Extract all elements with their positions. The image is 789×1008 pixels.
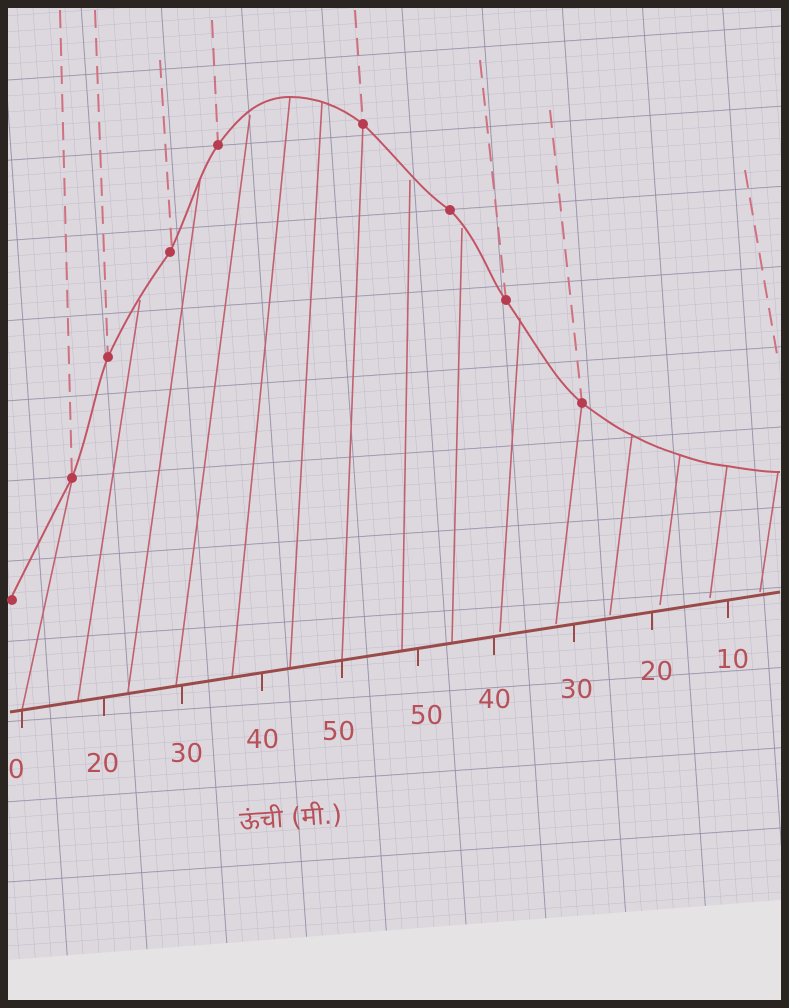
axis-label: 40 (478, 685, 511, 715)
axis-ticks (21, 600, 729, 728)
axis-label: 40 (246, 725, 279, 755)
axis-label: 20 (640, 657, 673, 687)
dashed-verticals (59, 9, 779, 481)
points (7, 119, 587, 605)
axis-label: 50 (322, 717, 355, 747)
axis-label: 20 (86, 749, 119, 779)
axis-label: 50 (410, 701, 443, 731)
hatching (21, 96, 779, 711)
axis-label: 30 (170, 739, 203, 769)
major-grid (8, 8, 781, 1000)
axis-labels: 0 20 30 40 50 50 40 30 20 10 (8, 645, 749, 785)
axis-label: 30 (560, 675, 593, 705)
axis-label: 10 (716, 645, 749, 675)
paper-edge (8, 900, 781, 1000)
axis-label: 0 (8, 755, 25, 785)
axis-caption: ऊंची (मी.) (238, 799, 343, 837)
